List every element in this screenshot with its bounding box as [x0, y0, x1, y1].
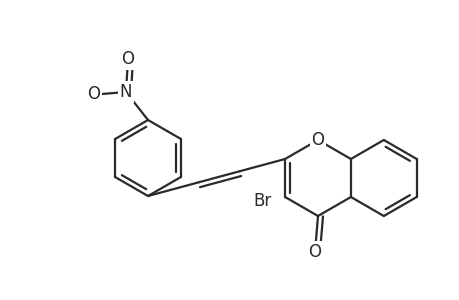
- Text: O: O: [308, 243, 321, 261]
- Text: O: O: [87, 85, 100, 103]
- Text: O: O: [311, 131, 324, 149]
- Text: N: N: [119, 83, 132, 101]
- Text: Br: Br: [252, 192, 271, 210]
- Text: O: O: [121, 50, 134, 68]
